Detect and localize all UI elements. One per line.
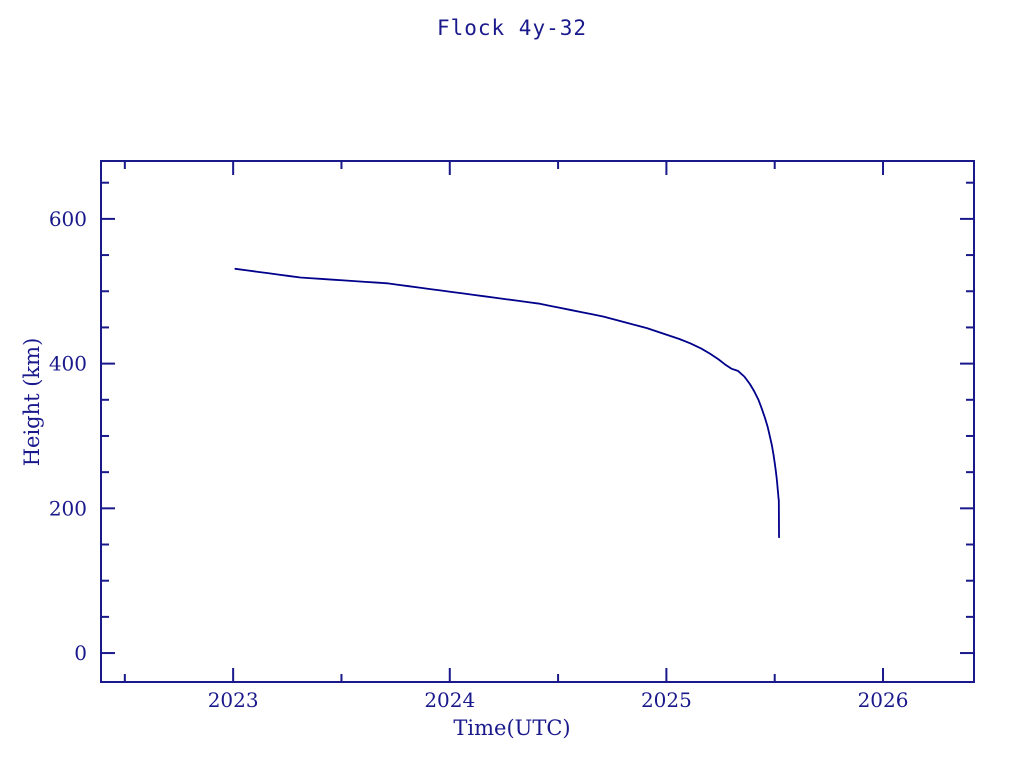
x-axis-label: Time(UTC) — [453, 716, 571, 740]
y-tick-label: 200 — [49, 496, 87, 520]
data-series-group — [234, 267, 780, 539]
y-axis-tick-labels: 0 200 400 600 — [49, 207, 87, 665]
axes-frame — [100, 160, 975, 683]
chart-title: Flock 4y-32 — [436, 16, 588, 40]
x-axis-tick-labels: 2023 2024 2025 2026 — [208, 688, 909, 712]
data-series-line — [234, 267, 780, 539]
y-tick-label: 400 — [49, 352, 87, 376]
y-tick-label: 0 — [74, 641, 87, 665]
y-axis-ticks — [101, 181, 974, 655]
y-tick-label: 600 — [49, 207, 87, 231]
x-tick-label: 2023 — [208, 688, 259, 712]
x-axis-ticks — [123, 161, 885, 682]
x-tick-label: 2025 — [641, 688, 692, 712]
x-tick-label: 2024 — [424, 688, 475, 712]
x-tick-label: 2026 — [858, 688, 909, 712]
